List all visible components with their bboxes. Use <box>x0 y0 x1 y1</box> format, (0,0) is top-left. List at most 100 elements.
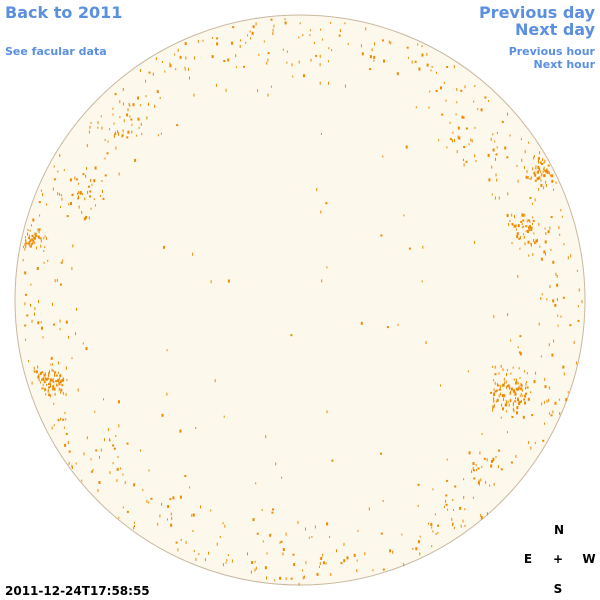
next-hour-link[interactable]: Next hour <box>533 58 596 71</box>
facula-mark <box>31 319 33 323</box>
facula-mark <box>298 36 300 39</box>
facula-mark <box>106 152 109 155</box>
facula-mark <box>421 45 423 47</box>
facula-mark <box>496 383 498 386</box>
facula-mark <box>532 219 535 222</box>
facula-mark <box>560 209 562 212</box>
facula-mark <box>550 248 552 251</box>
facula-mark <box>177 48 179 52</box>
facula-mark <box>464 508 466 511</box>
facula-mark <box>62 418 65 421</box>
facula-mark <box>452 499 454 501</box>
facula-mark <box>498 394 500 398</box>
facula-mark <box>167 505 170 508</box>
facula-mark <box>510 387 513 391</box>
facula-mark <box>140 449 141 452</box>
facula-mark <box>52 378 54 382</box>
facula-mark <box>452 523 453 527</box>
facula-mark <box>256 532 259 535</box>
facula-mark <box>497 465 499 469</box>
facula-mark <box>72 244 74 248</box>
facula-mark <box>185 56 187 60</box>
facula-mark <box>118 400 120 404</box>
facula-mark <box>166 349 168 352</box>
facula-mark <box>133 526 135 530</box>
facula-mark <box>117 130 119 134</box>
facula-mark <box>419 535 421 538</box>
facula-mark <box>550 174 551 177</box>
facula-mark <box>509 219 511 222</box>
facula-mark <box>189 76 190 80</box>
facula-mark <box>180 538 182 541</box>
compass-north-label: N <box>553 523 565 537</box>
facula-mark <box>532 253 534 256</box>
facula-mark <box>25 244 27 248</box>
facula-mark <box>35 235 38 238</box>
previous-hour-link[interactable]: Previous hour <box>508 45 595 58</box>
next-day-link[interactable]: Next day <box>515 20 595 39</box>
facula-mark <box>432 488 434 491</box>
facula-marks <box>22 18 583 586</box>
facula-mark <box>426 63 429 67</box>
facula-mark <box>550 216 553 219</box>
facula-mark <box>54 392 56 396</box>
facula-mark <box>42 384 44 387</box>
facula-mark <box>473 477 476 480</box>
facula-mark <box>546 298 548 301</box>
facula-mark <box>302 569 304 572</box>
facula-mark <box>522 415 525 419</box>
facula-mark <box>124 481 126 485</box>
facula-mark <box>548 398 550 402</box>
facula-mark <box>82 342 84 345</box>
facula-mark <box>59 374 62 378</box>
facula-mark <box>512 401 514 405</box>
facula-mark <box>344 22 346 25</box>
facula-mark <box>59 192 61 196</box>
facula-mark <box>71 194 74 196</box>
facula-mark <box>62 259 64 262</box>
facula-mark <box>37 228 39 232</box>
facula-mark <box>267 93 269 97</box>
facula-mark <box>37 235 40 239</box>
facula-mark <box>169 498 172 501</box>
facula-mark <box>154 104 156 108</box>
facula-mark <box>95 449 98 452</box>
facula-mark <box>411 60 413 64</box>
facula-mark <box>148 469 150 472</box>
facula-mark <box>494 373 497 376</box>
facula-mark <box>477 108 479 111</box>
facula-mark <box>451 517 453 521</box>
facula-mark <box>519 352 522 356</box>
facula-mark <box>102 197 105 200</box>
facula-mark <box>534 198 536 202</box>
facula-mark <box>75 462 77 465</box>
facula-mark <box>526 381 528 383</box>
facula-mark <box>62 377 64 381</box>
facula-mark <box>75 332 76 336</box>
facula-mark <box>516 235 519 239</box>
facula-mark <box>86 436 88 440</box>
facula-mark <box>252 25 255 29</box>
facula-mark <box>61 197 63 201</box>
see-facular-data-link[interactable]: See facular data <box>5 45 107 58</box>
previous-day-link[interactable]: Previous day <box>478 3 595 22</box>
facula-mark <box>309 29 311 32</box>
facula-mark <box>239 44 241 48</box>
facula-mark <box>515 454 517 458</box>
facula-mark <box>133 483 136 487</box>
facula-mark <box>515 387 517 390</box>
facula-mark <box>512 389 515 393</box>
facula-mark <box>374 42 375 46</box>
facula-mark <box>50 363 52 366</box>
facula-mark <box>258 53 260 56</box>
facula-mark <box>544 159 546 163</box>
facula-mark <box>49 378 52 382</box>
facula-mark <box>472 462 475 465</box>
facula-mark <box>512 366 514 369</box>
facula-mark <box>506 387 508 389</box>
facula-mark <box>316 188 318 192</box>
back-to-year-link[interactable]: Back to 2011 <box>5 3 123 22</box>
facula-mark <box>53 402 55 405</box>
facula-mark <box>87 185 90 188</box>
facula-mark <box>559 412 561 416</box>
